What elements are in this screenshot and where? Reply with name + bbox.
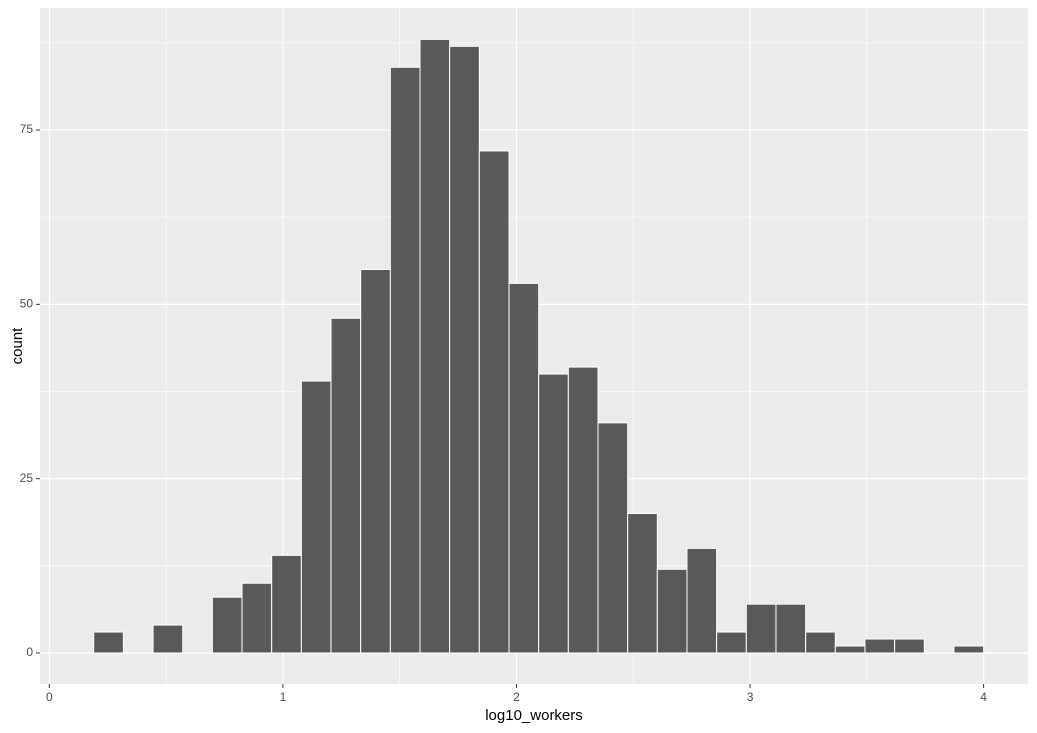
y-tick-label: 50 xyxy=(20,297,34,311)
bar xyxy=(864,638,896,654)
bar xyxy=(508,282,540,654)
axes: 0 1 2 3 4 0 25 50 75 xyxy=(20,122,988,704)
bar xyxy=(567,366,599,654)
y-tick-label: 0 xyxy=(26,645,33,659)
bar xyxy=(597,422,629,654)
bar xyxy=(656,568,688,654)
x-axis-title: log10_workers xyxy=(485,707,583,724)
y-tick-label: 25 xyxy=(20,471,34,485)
bar xyxy=(745,603,777,654)
bar xyxy=(211,596,243,654)
bar xyxy=(330,317,362,654)
bar xyxy=(953,645,985,654)
bar xyxy=(894,638,925,654)
x-tick-label: 3 xyxy=(747,690,754,704)
bar xyxy=(152,624,184,654)
bar xyxy=(805,631,836,654)
bar xyxy=(775,603,807,654)
x-tick-label: 2 xyxy=(513,690,520,704)
bar xyxy=(360,268,391,654)
y-axis-title: count xyxy=(9,327,26,365)
bar xyxy=(389,66,421,654)
bar xyxy=(271,554,302,654)
x-tick-label: 0 xyxy=(46,690,53,704)
bar xyxy=(449,45,480,654)
x-tick-label: 4 xyxy=(980,690,987,704)
bars xyxy=(93,38,985,654)
bar xyxy=(627,513,658,654)
bar xyxy=(834,645,866,654)
bar xyxy=(686,547,718,654)
x-tick-label: 1 xyxy=(280,690,287,704)
bar xyxy=(478,150,510,654)
bar xyxy=(716,631,747,654)
y-tick-label: 75 xyxy=(20,122,34,136)
bar xyxy=(419,38,451,654)
bar xyxy=(538,373,569,654)
bar xyxy=(300,380,332,654)
bar xyxy=(93,631,124,654)
bar xyxy=(241,582,273,654)
